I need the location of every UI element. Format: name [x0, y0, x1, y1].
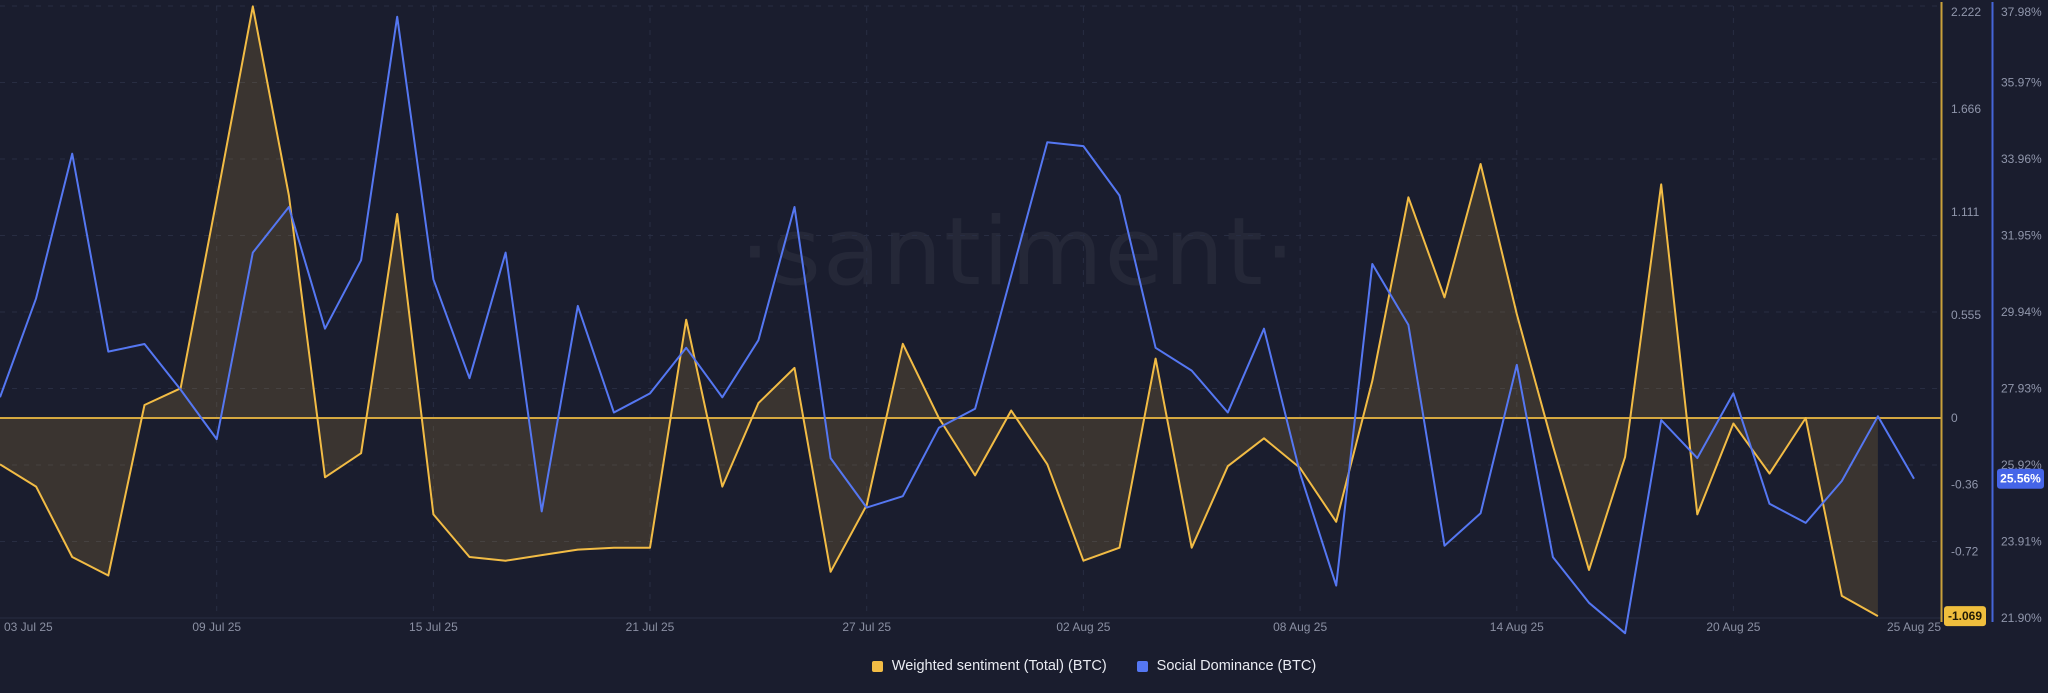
sentiment-last-value-badge — [1944, 606, 1986, 627]
x-axis-date-label: 21 Jul 25 — [626, 620, 675, 634]
sentiment-line — [0, 5, 1879, 617]
right-axis-tick-label: 31.95% — [2001, 229, 2042, 243]
x-axis-date-label: 09 Jul 25 — [192, 620, 241, 634]
left-axis-tick-label: 2.222 — [1951, 5, 1981, 19]
x-axis-date-label: 14 Aug 25 — [1490, 620, 1544, 634]
plot-hover-area[interactable] — [0, 0, 1941, 618]
left-axis-tick-label: -0.36 — [1951, 478, 1979, 492]
right-axis-tick-label: 35.97% — [2001, 76, 2042, 90]
sentiment-swatch-icon — [871, 660, 883, 672]
chart-svg[interactable]: 2.222 1.666 1.111 0.555 0 -0.36 -0.72 37.98% 35.… — [0, 0, 2048, 648]
dominance-swatch-icon — [1136, 660, 1148, 672]
left-axis-tick-label: -0.72 — [1951, 544, 1979, 558]
right-axis-tick-label: 33.96% — [2001, 152, 2042, 166]
dominance-last-value-badge — [1997, 468, 2044, 489]
x-axis-date-label: 02 Aug 25 — [1056, 620, 1110, 634]
x-axis-date-label: 03 Jul 25 — [4, 620, 53, 634]
right-axis-tick-label: 37.98% — [2001, 5, 2042, 19]
x-axis-date-label: 27 Jul 25 — [842, 620, 891, 634]
dominance-last-value-badge-text: 25.56% — [2000, 472, 2041, 486]
sentiment-last-value-badge-text: -1.069 — [1948, 609, 1982, 623]
left-axis-tick-label: 0 — [1951, 411, 1958, 425]
legend-item-weighted-sentiment[interactable]: Weighted sentiment (Total) (BTC) — [871, 654, 1107, 678]
sentiment-area-fill — [0, 6, 1878, 617]
right-axis-tick-label: 25.92% — [2001, 458, 2042, 472]
x-axis-date-label: 20 Aug 25 — [1706, 620, 1760, 634]
chart-legend: Weighted sentiment (Total) (BTC) Social … — [70, 654, 2048, 678]
dominance-legend-label: Social Dominance (BTC) — [1156, 658, 1317, 674]
legend-item-social-dominance[interactable]: Social Dominance (BTC) — [1136, 654, 1317, 678]
right-axis-tick-label: 29.94% — [2001, 305, 2042, 319]
right-axis-tick-label: 21.90% — [2001, 611, 2042, 625]
left-axis-tick-label: 1.666 — [1951, 102, 1981, 116]
left-axis-tick-label: 1.111 — [1951, 205, 1980, 219]
right-axis-tick-label: 27.93% — [2001, 382, 2042, 396]
x-axis-date-label: 15 Jul 25 — [409, 620, 458, 634]
sentiment-legend-label: Weighted sentiment (Total) (BTC) — [891, 658, 1107, 674]
right-axis-tick-label: 23.91% — [2001, 535, 2042, 549]
x-axis-date-label: 08 Aug 25 — [1273, 620, 1327, 634]
left-axis-tick-label: 0.555 — [1951, 308, 1981, 322]
x-axis-date-label: 25 Aug 25 — [1887, 620, 1941, 634]
dominance-line — [0, 15, 1915, 635]
